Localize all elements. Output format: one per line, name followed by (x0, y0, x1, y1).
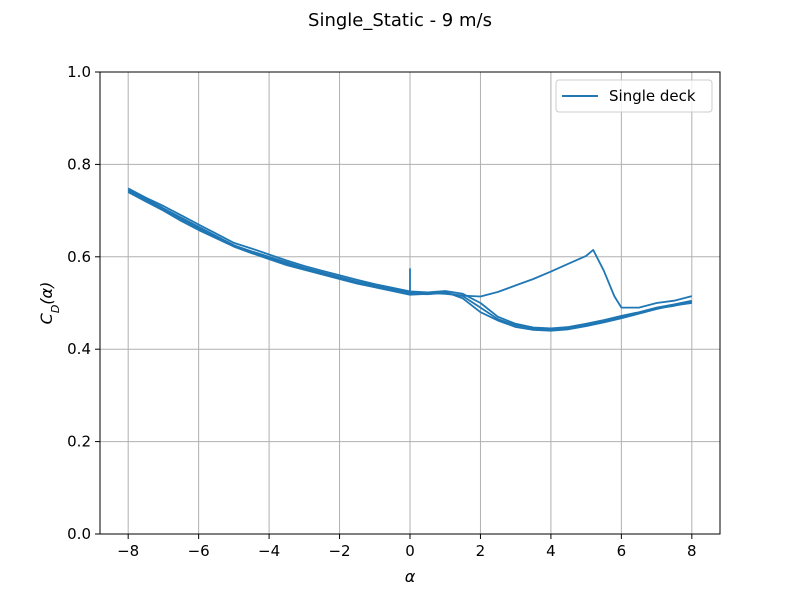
y-axis-label: CD(α) (37, 282, 62, 325)
x-tick-label: −4 (258, 542, 280, 560)
legend: Single deck (555, 79, 713, 113)
plot-area (127, 187, 693, 332)
x-axis-label: α (405, 567, 416, 586)
x-axis: −8 −6 −4 −2 0 2 4 6 8 (117, 534, 697, 560)
x-tick-label: 2 (476, 542, 486, 560)
x-tick-label: 0 (405, 542, 415, 560)
y-tick-label: 0.2 (67, 433, 91, 451)
x-tick-label: −2 (328, 542, 350, 560)
y-axis-label-arg: (α) (37, 282, 56, 305)
y-axis: 0.0 0.2 0.4 0.6 0.8 1.0 (67, 63, 100, 543)
x-tick-label: 4 (546, 542, 556, 560)
y-tick-label: 0.8 (67, 155, 91, 173)
x-tick-label: −8 (117, 542, 139, 560)
y-tick-label: 0.6 (67, 248, 91, 266)
x-tick-label: 8 (687, 542, 697, 560)
legend-label: Single deck (609, 87, 696, 105)
x-tick-label: 6 (617, 542, 627, 560)
y-tick-label: 1.0 (67, 63, 91, 81)
grid (100, 71, 720, 535)
y-tick-label: 0.0 (67, 525, 91, 543)
y-tick-label: 0.4 (67, 340, 91, 358)
y-axis-label-base: C (37, 312, 56, 324)
x-tick-label: −6 (188, 542, 210, 560)
y-axis-label-sub: D (49, 305, 62, 313)
chart-title: Single_Static - 9 m/s (308, 10, 492, 31)
legend-box (555, 79, 713, 113)
